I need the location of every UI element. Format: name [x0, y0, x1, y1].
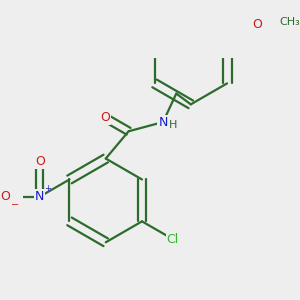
- Text: O: O: [1, 190, 10, 203]
- Text: O: O: [35, 154, 45, 168]
- Text: Cl: Cl: [167, 233, 179, 246]
- Text: O: O: [100, 111, 110, 124]
- Text: −: −: [11, 200, 19, 210]
- Text: +: +: [44, 184, 51, 193]
- Text: CH₃: CH₃: [279, 16, 300, 26]
- Text: O: O: [252, 18, 262, 31]
- Text: H: H: [169, 120, 178, 130]
- Text: N: N: [35, 190, 44, 203]
- Text: N: N: [158, 116, 168, 129]
